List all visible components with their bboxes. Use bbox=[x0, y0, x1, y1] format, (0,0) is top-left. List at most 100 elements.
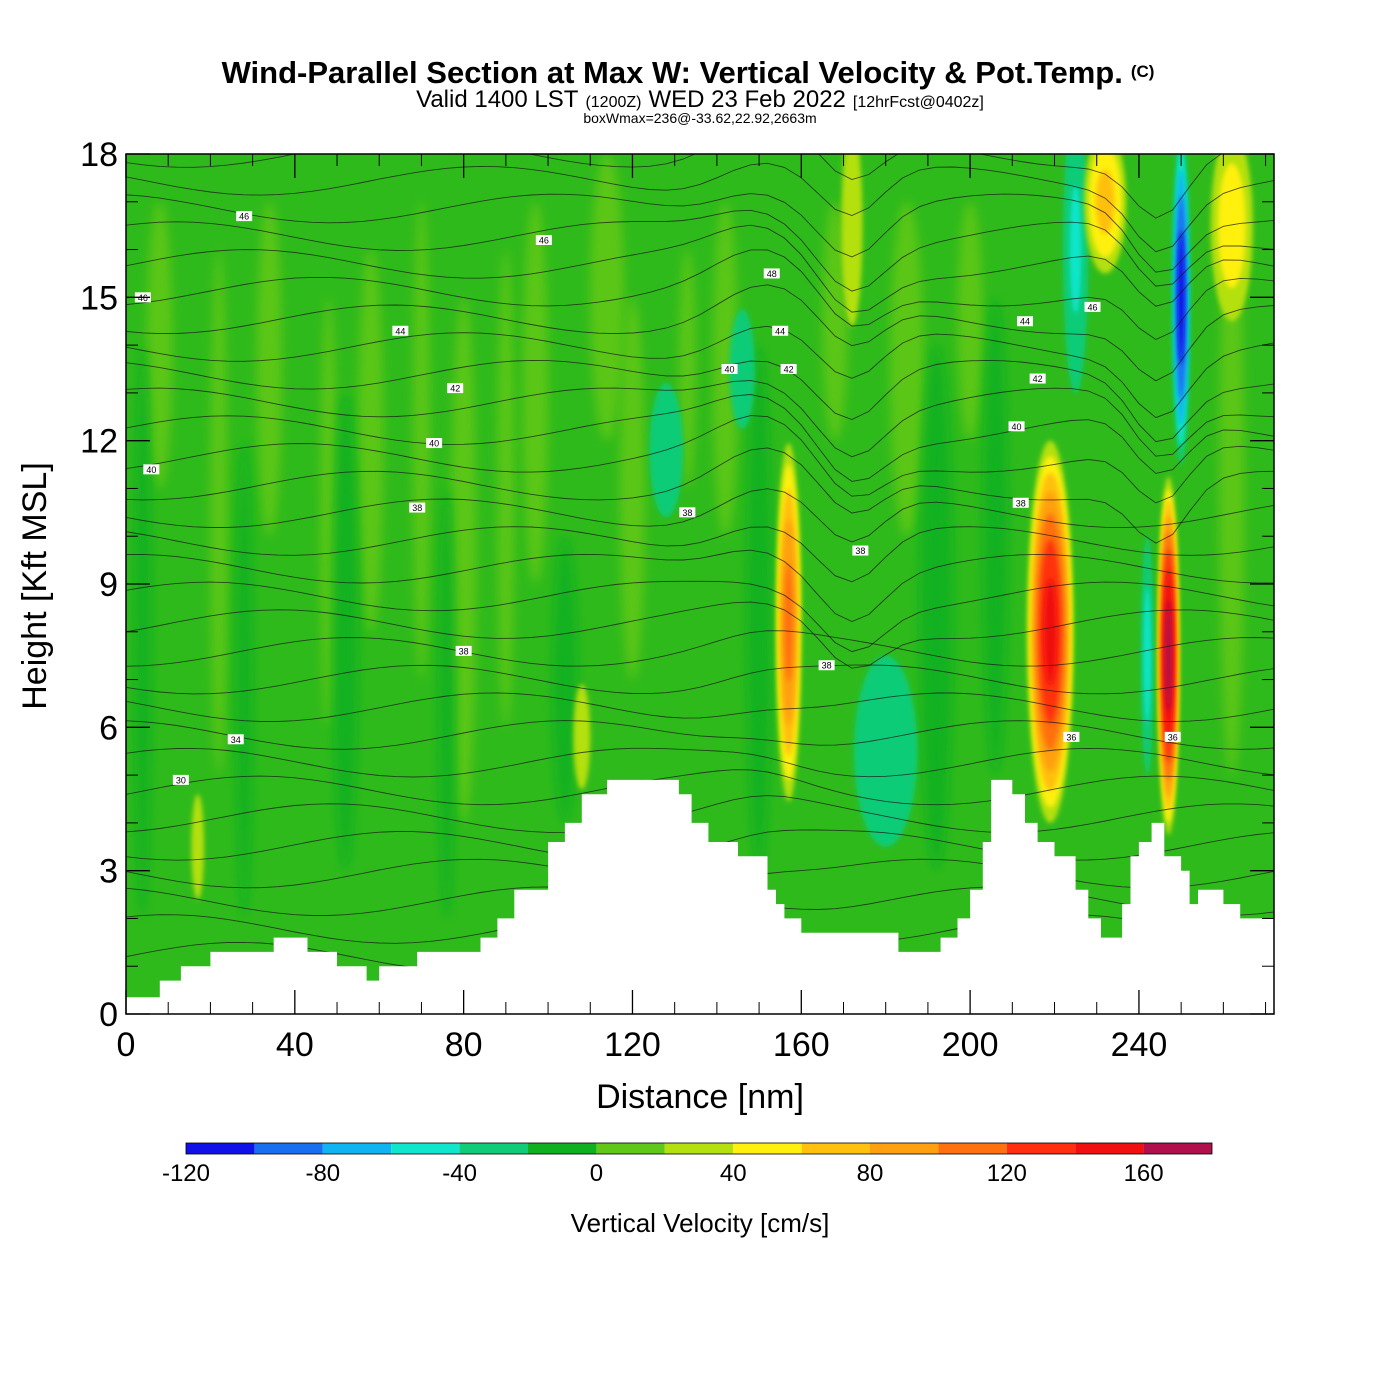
colorbar-swatch bbox=[391, 1143, 460, 1154]
velocity-cells bbox=[191, 154, 1253, 900]
theta-contour bbox=[126, 580, 1274, 653]
theta-contour bbox=[126, 415, 1274, 504]
downdraft-level bbox=[854, 655, 918, 847]
theta-label: 44 bbox=[775, 326, 785, 336]
theta-contour bbox=[126, 526, 1274, 583]
theta-contour bbox=[126, 769, 1274, 806]
theta-contour bbox=[126, 193, 1274, 273]
theta-label: 36 bbox=[1168, 732, 1178, 742]
light-green-streak bbox=[147, 201, 173, 489]
subtitle-forecast: [12hrFcst@0402z] bbox=[853, 94, 984, 111]
theta-label-box bbox=[535, 235, 552, 245]
y-tick-label: 6 bbox=[99, 709, 118, 747]
updraft-level bbox=[841, 154, 863, 326]
light-green-streak bbox=[957, 201, 983, 441]
chart-subtitle-2: boxWmax=236@-33.62,22.92,2663m bbox=[583, 110, 816, 126]
colorbar-tick-label: -120 bbox=[162, 1160, 210, 1187]
theta-contour bbox=[126, 359, 1274, 443]
dark-green-streak bbox=[746, 345, 772, 871]
x-tick-label: 40 bbox=[276, 1026, 314, 1064]
colorbar-swatch bbox=[322, 1143, 392, 1154]
theta-contour bbox=[126, 380, 1274, 458]
light-green-streak bbox=[889, 201, 924, 537]
subtitle-valid: Valid 1400 LST bbox=[416, 86, 579, 113]
theta-label-box bbox=[1084, 301, 1101, 312]
light-green-streak bbox=[522, 201, 549, 584]
theta-label: 42 bbox=[450, 384, 460, 394]
y-tick-label: 18 bbox=[80, 136, 118, 174]
dark-green-streak bbox=[438, 488, 456, 919]
dark-green-streak bbox=[235, 440, 253, 919]
theta-label-box bbox=[392, 325, 409, 336]
theta-label-box bbox=[236, 211, 253, 222]
colorbar-swatch bbox=[938, 1143, 1007, 1154]
light-green-streak bbox=[256, 201, 283, 537]
x-axis-label: Distance [nm] bbox=[596, 1078, 804, 1116]
colorbar-swatch bbox=[733, 1143, 802, 1154]
theta-label-box bbox=[1008, 421, 1025, 432]
colorbar-swatch bbox=[1006, 1143, 1076, 1154]
y-tick-label: 3 bbox=[99, 853, 118, 891]
theta-label: 38 bbox=[682, 508, 692, 518]
theta-label: 38 bbox=[412, 503, 422, 513]
theta-label-box bbox=[780, 364, 797, 374]
theta-contour bbox=[126, 325, 1274, 419]
subtitle-zulu: (1200Z) bbox=[585, 94, 641, 111]
theta-label: 36 bbox=[1066, 732, 1076, 742]
theta-label-box bbox=[1164, 731, 1181, 742]
y-tick-label: 0 bbox=[99, 996, 118, 1034]
x-tick-label: 160 bbox=[773, 1026, 830, 1064]
theta-contour bbox=[126, 162, 1274, 253]
theta-label-box bbox=[455, 645, 472, 656]
x-tick-label: 80 bbox=[445, 1026, 483, 1064]
colorbar-swatch bbox=[870, 1143, 939, 1154]
light-green-streak bbox=[450, 297, 477, 823]
theta-label: 38 bbox=[822, 661, 832, 671]
theta-label: 38 bbox=[459, 646, 469, 656]
updraft-level bbox=[1217, 163, 1246, 289]
theta-label: 44 bbox=[395, 326, 405, 336]
colorbar-tick-label: 80 bbox=[857, 1160, 884, 1187]
theta-label: 40 bbox=[1012, 422, 1022, 432]
theta-label-box bbox=[763, 268, 780, 279]
theta-contours bbox=[126, 154, 1274, 972]
light-green-streak bbox=[320, 297, 338, 728]
theta-label-box bbox=[143, 464, 160, 475]
theta-label-box bbox=[679, 507, 696, 518]
light-green-streak bbox=[497, 249, 515, 728]
theta-label-box bbox=[172, 774, 189, 785]
dark-green-streak bbox=[134, 345, 152, 919]
theta-label: 34 bbox=[231, 735, 241, 745]
theta-label: 38 bbox=[1016, 498, 1026, 508]
theta-label: 48 bbox=[767, 269, 777, 279]
colorbar-label: Vertical Velocity [cm/s] bbox=[571, 1208, 830, 1238]
subtitle-date: WED 23 Feb 2022 bbox=[648, 86, 845, 113]
theta-contour bbox=[126, 488, 1274, 543]
colorbar-swatch bbox=[664, 1143, 734, 1154]
theta-label: 38 bbox=[855, 546, 865, 556]
dark-green-streak bbox=[332, 392, 359, 871]
colorbar-swatch bbox=[1143, 1143, 1212, 1154]
theta-label: 44 bbox=[1020, 317, 1030, 327]
theta-label-box bbox=[721, 364, 738, 374]
terrain-mask bbox=[126, 779, 1274, 1014]
updraft-level bbox=[573, 684, 591, 790]
theta-label: 30 bbox=[176, 775, 186, 785]
light-green-streak bbox=[619, 297, 646, 680]
theta-label-box bbox=[409, 502, 426, 513]
downdraft-level bbox=[1143, 586, 1152, 725]
theta-contour bbox=[126, 795, 1274, 833]
theta-contour bbox=[126, 284, 1274, 382]
downdraft-level bbox=[1069, 185, 1082, 314]
theta-label-box bbox=[818, 660, 835, 671]
colorbar-tick-label: 160 bbox=[1124, 1160, 1164, 1187]
updraft-level bbox=[191, 794, 205, 900]
theta-label-box bbox=[447, 383, 464, 394]
x-tick-label: 240 bbox=[1111, 1026, 1168, 1064]
downdraft-level bbox=[1177, 230, 1185, 364]
theta-label-box bbox=[1012, 497, 1029, 508]
theta-label-box bbox=[1016, 316, 1033, 327]
